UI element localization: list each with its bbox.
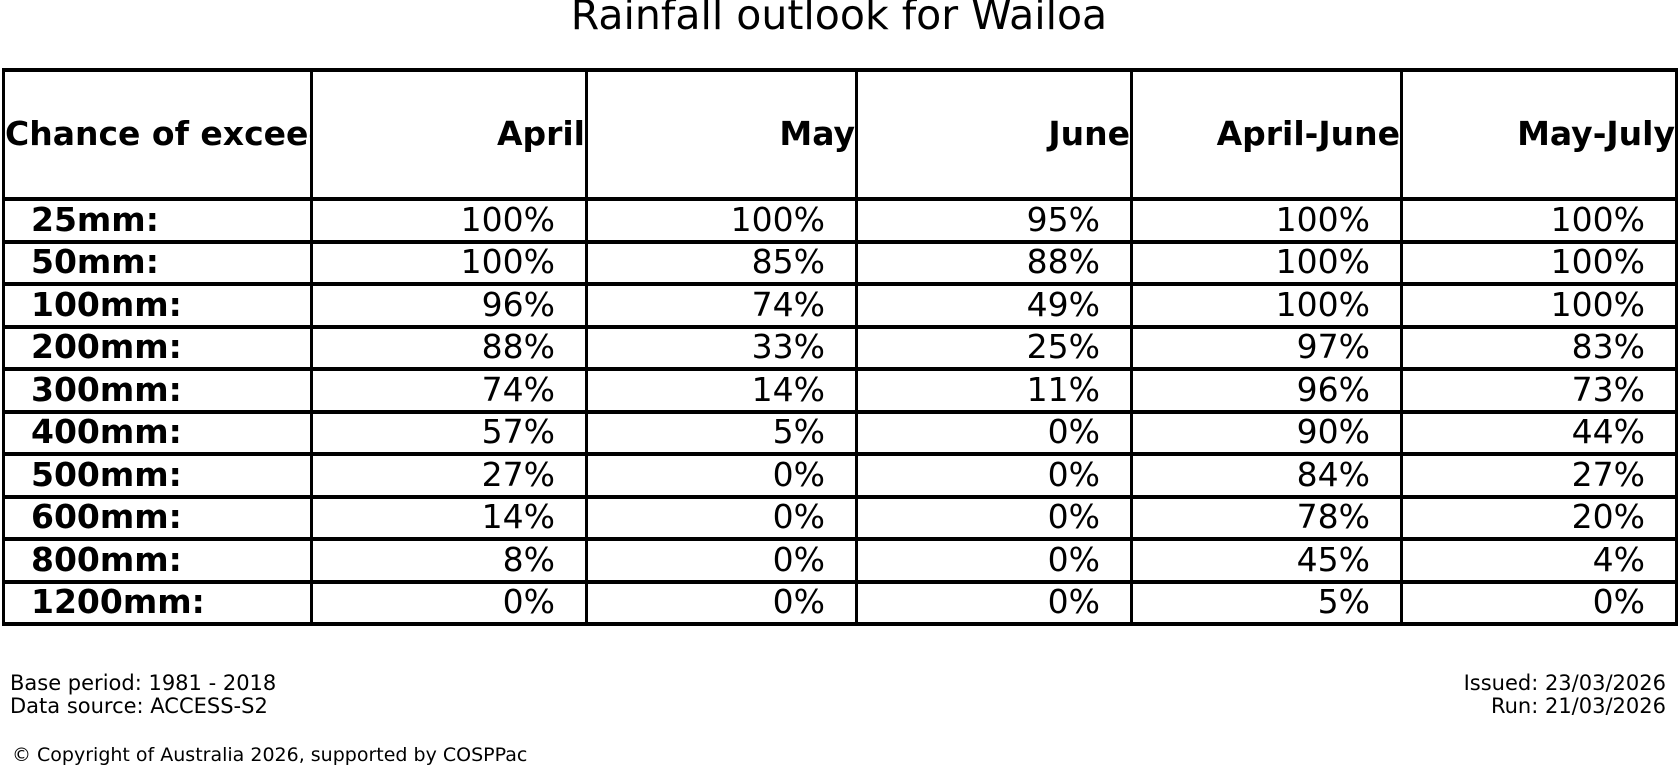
column-header-may-july: May-July: [1400, 68, 1678, 201]
table-row: 50mm: 100% 85% 88% 100% 100%: [2, 239, 1678, 286]
cell-value-may-july: 100%: [1400, 282, 1678, 329]
cell-value-april-june: 100%: [1130, 239, 1403, 286]
cell-value-may: 74%: [585, 282, 858, 329]
threshold-label: 25mm:: [2, 197, 313, 244]
cell-value-may-july: 73%: [1400, 367, 1678, 414]
cell-value-april: 74%: [310, 367, 588, 414]
cell-value-april-june: 45%: [1130, 537, 1403, 584]
meta-right-block: Issued: 23/03/2026 Run: 21/03/2026: [1464, 672, 1666, 718]
cell-value-april-june: 90%: [1130, 409, 1403, 456]
cell-value-may: 85%: [585, 239, 858, 286]
column-header-june: June: [855, 68, 1133, 201]
cell-value-may-july: 27%: [1400, 452, 1678, 499]
threshold-label: 400mm:: [2, 409, 313, 456]
table-row: 1200mm: 0% 0% 0% 5% 0%: [2, 579, 1678, 626]
cell-value-may: 0%: [585, 452, 858, 499]
threshold-label: 500mm:: [2, 452, 313, 499]
page-title: Rainfall outlook for Wailoa: [570, 0, 1108, 39]
column-header-may: May: [585, 68, 858, 201]
issued-date-text: Issued: 23/03/2026: [1463, 671, 1666, 695]
cell-value-april: 88%: [310, 324, 588, 371]
cell-value-april: 57%: [310, 409, 588, 456]
cell-value-may: 0%: [585, 537, 858, 584]
cell-value-may: 33%: [585, 324, 858, 371]
cell-value-may-july: 83%: [1400, 324, 1678, 371]
run-date-text: Run: 21/03/2026: [1490, 694, 1666, 718]
cell-value-may-july: 4%: [1400, 537, 1678, 584]
cell-value-april-june: 97%: [1130, 324, 1403, 371]
cell-value-april: 27%: [310, 452, 588, 499]
cell-value-june: 49%: [855, 282, 1133, 329]
cell-value-april: 96%: [310, 282, 588, 329]
cell-value-april: 14%: [310, 494, 588, 541]
rainfall-outlook-table: Chance of exceeding a threshold: April M…: [2, 68, 1678, 626]
data-source-text: Data source: ACCESS-S2: [10, 694, 268, 718]
cell-value-may: 0%: [585, 579, 858, 626]
cell-value-may: 5%: [585, 409, 858, 456]
threshold-label: 600mm:: [2, 494, 313, 541]
cell-value-april: 100%: [310, 197, 588, 244]
cell-value-may: 14%: [585, 367, 858, 414]
cell-value-may-july: 20%: [1400, 494, 1678, 541]
cell-value-june: 95%: [855, 197, 1133, 244]
cell-value-april: 0%: [310, 579, 588, 626]
header-row: Chance of exceeding a threshold: April M…: [2, 68, 1678, 201]
table-row: 600mm: 14% 0% 0% 78% 20%: [2, 494, 1678, 541]
threshold-label: 200mm:: [2, 324, 313, 371]
cell-value-may: 100%: [585, 197, 858, 244]
threshold-label: 1200mm:: [2, 579, 313, 626]
cell-value-april-june: 5%: [1130, 579, 1403, 626]
column-header-april-june: April-June: [1130, 68, 1403, 201]
cell-value-may: 0%: [585, 494, 858, 541]
cell-value-june: 11%: [855, 367, 1133, 414]
cell-value-april-june: 84%: [1130, 452, 1403, 499]
cell-value-june: 0%: [855, 409, 1133, 456]
cell-value-april-june: 100%: [1130, 282, 1403, 329]
cell-value-may-july: 100%: [1400, 239, 1678, 286]
cell-value-may-july: 44%: [1400, 409, 1678, 456]
column-header-april: April: [310, 68, 588, 201]
corner-header-chance-of-exceeding: Chance of exceeding a threshold:: [2, 68, 313, 201]
copyright-text: © Copyright of Australia 2026, supported…: [12, 744, 528, 766]
cell-value-may-july: 100%: [1400, 197, 1678, 244]
table-row: 800mm: 8% 0% 0% 45% 4%: [2, 537, 1678, 584]
table-row: 25mm: 100% 100% 95% 100% 100%: [2, 197, 1678, 244]
cell-value-june: 25%: [855, 324, 1133, 371]
cell-value-june: 0%: [855, 452, 1133, 499]
threshold-label: 100mm:: [2, 282, 313, 329]
cell-value-april: 100%: [310, 239, 588, 286]
cell-value-june: 0%: [855, 537, 1133, 584]
table-row: 200mm: 88% 33% 25% 97% 83%: [2, 324, 1678, 371]
table-body: 25mm: 100% 100% 95% 100% 100% 50mm: 100%…: [2, 197, 1678, 626]
cell-value-june: 0%: [855, 494, 1133, 541]
table-row: 400mm: 57% 5% 0% 90% 44%: [2, 409, 1678, 456]
base-period-text: Base period: 1981 - 2018: [10, 671, 277, 695]
table-row: 300mm: 74% 14% 11% 96% 73%: [2, 367, 1678, 414]
cell-value-april: 8%: [310, 537, 588, 584]
cell-value-june: 88%: [855, 239, 1133, 286]
meta-left-block: Base period: 1981 - 2018 Data source: AC…: [10, 672, 276, 718]
threshold-label: 300mm:: [2, 367, 313, 414]
table-row: 100mm: 96% 74% 49% 100% 100%: [2, 282, 1678, 329]
cell-value-april-june: 100%: [1130, 197, 1403, 244]
threshold-label: 50mm:: [2, 239, 313, 286]
threshold-label: 800mm:: [2, 537, 313, 584]
cell-value-june: 0%: [855, 579, 1133, 626]
cell-value-april-june: 96%: [1130, 367, 1403, 414]
cell-value-april-june: 78%: [1130, 494, 1403, 541]
probability-table: Chance of exceeding a threshold: April M…: [2, 68, 1678, 626]
table-row: 500mm: 27% 0% 0% 84% 27%: [2, 452, 1678, 499]
cell-value-may-july: 0%: [1400, 579, 1678, 626]
